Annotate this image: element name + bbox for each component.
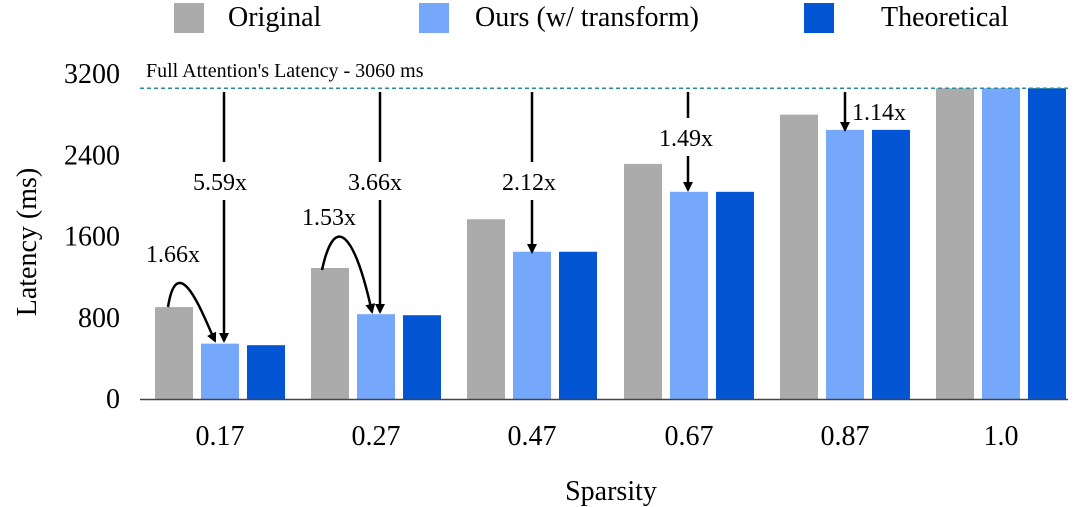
bar-original [155, 307, 193, 399]
speedup-label: 5.59x [193, 170, 247, 196]
speedup-annotations: 1.66x 5.59x 1.53x 3.66x 2.12x 1.49x 1.14x [146, 92, 906, 343]
legend-label-original: Original [228, 2, 322, 33]
reference-line-label: Full Attention's Latency - 3060 ms [146, 60, 424, 82]
y-axis-label: Latency (ms) [12, 168, 43, 317]
bars [155, 88, 1066, 399]
speedup-label: 2.12x [502, 170, 556, 196]
speedup-label: 1.53x [302, 205, 356, 231]
y-tick-labels: 0 800 1600 2400 3200 [64, 59, 120, 415]
legend-item-original: Original [174, 2, 322, 33]
bar-theoretical [872, 129, 910, 399]
bar-original [780, 114, 818, 399]
legend-item-ours: Ours (w/ transform) [419, 2, 699, 33]
bar-original [936, 88, 974, 399]
speedup-label: 1.14x [852, 100, 906, 126]
bar-theoretical [559, 251, 597, 399]
x-tick-labels: 0.17 0.27 0.47 0.67 0.87 1.0 [196, 421, 1019, 452]
bar-theoretical [716, 191, 754, 399]
speedup-label: 1.66x [146, 242, 200, 268]
bar-original [311, 267, 349, 399]
legend-swatch-ours [419, 3, 449, 33]
bar-ours [357, 314, 395, 399]
bar-theoretical [403, 315, 441, 399]
speedup-arrow [166, 281, 217, 343]
legend-swatch-theoretical [804, 3, 834, 33]
x-tick-label: 0.27 [352, 421, 401, 452]
bar-ours [670, 191, 708, 399]
x-tick-label: 0.17 [196, 421, 245, 452]
legend: Original Ours (w/ transform) Theoretical [174, 2, 1009, 33]
x-tick-label: 0.47 [508, 421, 557, 452]
x-tick-label: 0.87 [821, 421, 870, 452]
bar-ours [826, 129, 864, 399]
speedup-label: 1.49x [659, 126, 713, 152]
y-tick-label: 0 [106, 384, 120, 415]
bar-ours [513, 251, 551, 399]
y-tick-label: 1600 [64, 222, 120, 253]
legend-label-theoretical: Theoretical [881, 2, 1009, 33]
legend-item-theoretical: Theoretical [804, 2, 1009, 33]
legend-swatch-original [174, 3, 204, 33]
bar-original [624, 163, 662, 399]
x-tick-label: 1.0 [984, 421, 1019, 452]
speedup-label: 3.66x [348, 170, 402, 196]
bar-theoretical [247, 345, 285, 399]
bar-ours [201, 343, 239, 399]
reference-line-group: Full Attention's Latency - 3060 ms [140, 60, 1068, 89]
y-tick-label: 800 [78, 303, 120, 334]
legend-label-ours: Ours (w/ transform) [475, 2, 699, 33]
bar-original [467, 219, 505, 399]
x-axis-label: Sparsity [565, 476, 657, 507]
y-tick-label: 3200 [64, 59, 120, 90]
y-tick-label: 2400 [64, 140, 120, 171]
bar-ours [982, 88, 1020, 399]
x-tick-label: 0.67 [665, 421, 714, 452]
bar-theoretical [1028, 88, 1066, 399]
speedup-arrow [320, 235, 376, 314]
